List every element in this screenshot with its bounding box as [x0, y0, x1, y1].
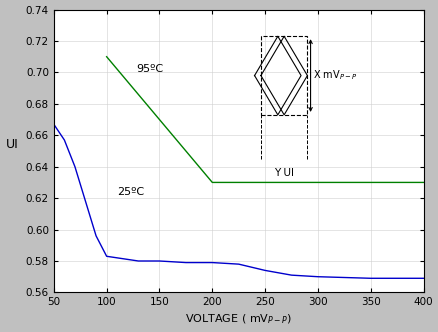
Y-axis label: UI: UI	[6, 138, 18, 151]
Bar	[260, 36, 307, 115]
Text: 95ºC: 95ºC	[136, 64, 163, 74]
Text: X mV$_{P-P}$: X mV$_{P-P}$	[312, 69, 357, 82]
Text: 25ºC: 25ºC	[117, 187, 144, 197]
Text: Y UI: Y UI	[273, 168, 293, 178]
X-axis label: VOLTAGE ( mV$_{P-P}$): VOLTAGE ( mV$_{P-P}$)	[185, 313, 292, 326]
